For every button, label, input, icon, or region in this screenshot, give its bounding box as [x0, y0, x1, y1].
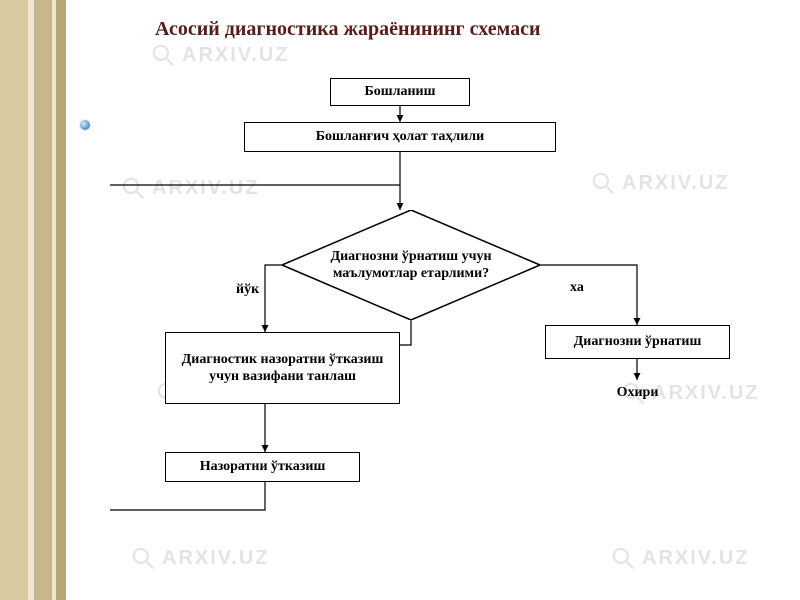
edge-label-yes: ха — [570, 280, 584, 296]
node-choose-task: Диагностик назоратни ўтказиш учун вазифа… — [165, 332, 400, 404]
node-end: Охири — [585, 380, 690, 406]
edge — [265, 265, 282, 332]
decision-label: Диагнозни ўрнатиш учун маълумотлар етарл… — [282, 210, 540, 320]
edge — [540, 265, 637, 325]
node-decision: Диагнозни ўрнатиш учун маълумотлар етарл… — [282, 210, 540, 320]
node-start: Бошланиш — [330, 78, 470, 106]
edge — [400, 320, 411, 345]
edge — [110, 482, 265, 510]
flowchart: Бошланиш Бошланғич ҳолат таҳлили Диагноз… — [0, 0, 800, 600]
node-observe: Назоратни ўтказиш — [165, 452, 360, 482]
node-set-diagnosis: Диагнозни ўрнатиш — [545, 325, 730, 359]
node-initial-analysis: Бошланғич ҳолат таҳлили — [244, 122, 556, 152]
edge-label-no: йўк — [236, 282, 259, 298]
